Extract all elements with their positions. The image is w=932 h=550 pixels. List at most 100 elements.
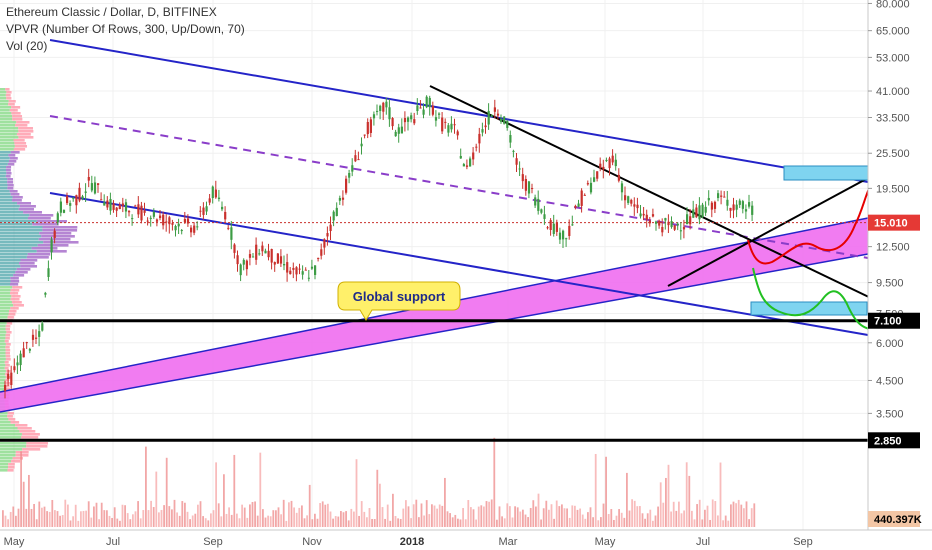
volume-bar [389,520,392,527]
volume-bar [306,515,308,527]
vp-bar-down [5,364,10,367]
vp-bar-up [0,100,9,103]
vp-bar-up [0,292,10,295]
candle-body [651,214,655,217]
vp-bar-down [7,412,14,415]
vp-bar-down [17,427,32,430]
vp-bar-up [0,340,5,343]
candle-body [726,199,729,206]
volume-bar [483,506,485,527]
indicator-vol: Vol (20) [6,39,48,53]
candle-body [450,123,453,130]
volume-bar [298,507,301,527]
vp-bar-down [8,160,17,163]
vp-bar-up [0,295,12,298]
candle-body [394,131,397,137]
vp-bar-down [9,310,17,313]
candle-body [109,198,112,211]
candle-body [568,225,571,236]
y-tick-label: 4.500 [876,375,904,387]
volume-bar [126,513,129,527]
vp-bar-up [0,367,5,370]
vp-bar-up [0,154,9,157]
volume-bar [680,513,683,527]
candle-body [453,124,456,126]
candle-body [22,348,25,358]
volume-bar [48,511,51,527]
volume-bar [158,512,160,527]
candle-body [78,187,81,201]
y-tick-label: 3.500 [876,408,904,420]
vp-bar-down [20,259,38,262]
volume-bar [628,510,631,527]
global-support-callout: Global support [337,281,461,321]
vp-bar-up [0,172,7,175]
vp-bar-down [4,379,9,382]
candle-body [190,227,193,233]
volume-bar [415,499,418,527]
volume-bar [381,507,384,527]
candle-body [140,205,143,221]
vp-bar-up [0,97,7,100]
vp-bar-down [16,121,30,124]
volume-bar [633,500,636,527]
volume-bar [233,454,236,527]
candle-body [391,118,394,127]
candle-body [239,264,242,276]
volume-bar [685,462,688,527]
vp-bar-up [0,421,11,424]
volume-bar [592,517,594,527]
candle-body [62,209,66,213]
candle-body [419,107,422,109]
volume-bar [386,504,389,527]
volume-bar [449,513,451,527]
candle-body [608,158,611,169]
vp-bar-up [0,157,10,160]
y-tick-label: 80.000 [876,0,910,10]
candle-body [72,197,75,199]
vp-bar-down [43,241,79,244]
candle-body [168,217,171,225]
channel-lower-line [49,192,869,336]
volume-bar [509,506,511,527]
volume-bar [61,515,64,527]
vp-bar-up [0,244,38,247]
vp-bar-up [0,235,42,238]
volume-bar [545,500,548,527]
candle-body [416,105,419,112]
volume-bar [420,503,423,527]
candle-body [527,181,531,194]
candle-body [366,121,369,135]
volume-bar [438,504,441,527]
vp-bar-up [0,94,6,97]
volume-bar [412,504,415,527]
volume-bar [641,513,644,527]
volume-bar [654,515,657,527]
volume-bar [360,501,363,527]
vp-bar-down [11,106,21,109]
volume-bar [740,504,743,527]
volume-bar [571,505,574,527]
vp-bar-down [32,223,59,226]
volume-bar [137,501,139,527]
volume-bar [59,515,61,527]
volume-bar [353,511,355,527]
volume-bar [576,509,579,527]
vp-bar-down [8,418,16,421]
volume-bar [139,518,142,527]
volume-bar [743,508,745,527]
vp-bar-up [0,448,23,451]
candle-body [273,262,276,265]
volume-bar [730,504,732,527]
volume-bar [7,519,9,527]
vp-bar-up [0,442,27,445]
candle-body [118,204,121,210]
vp-bar-up [0,193,11,196]
volume-bar [462,508,464,527]
candle-body [459,155,462,159]
volume-bar [204,518,207,527]
vp-bar-up [0,457,13,460]
volume-bar [519,511,522,527]
candle-body [549,220,552,231]
